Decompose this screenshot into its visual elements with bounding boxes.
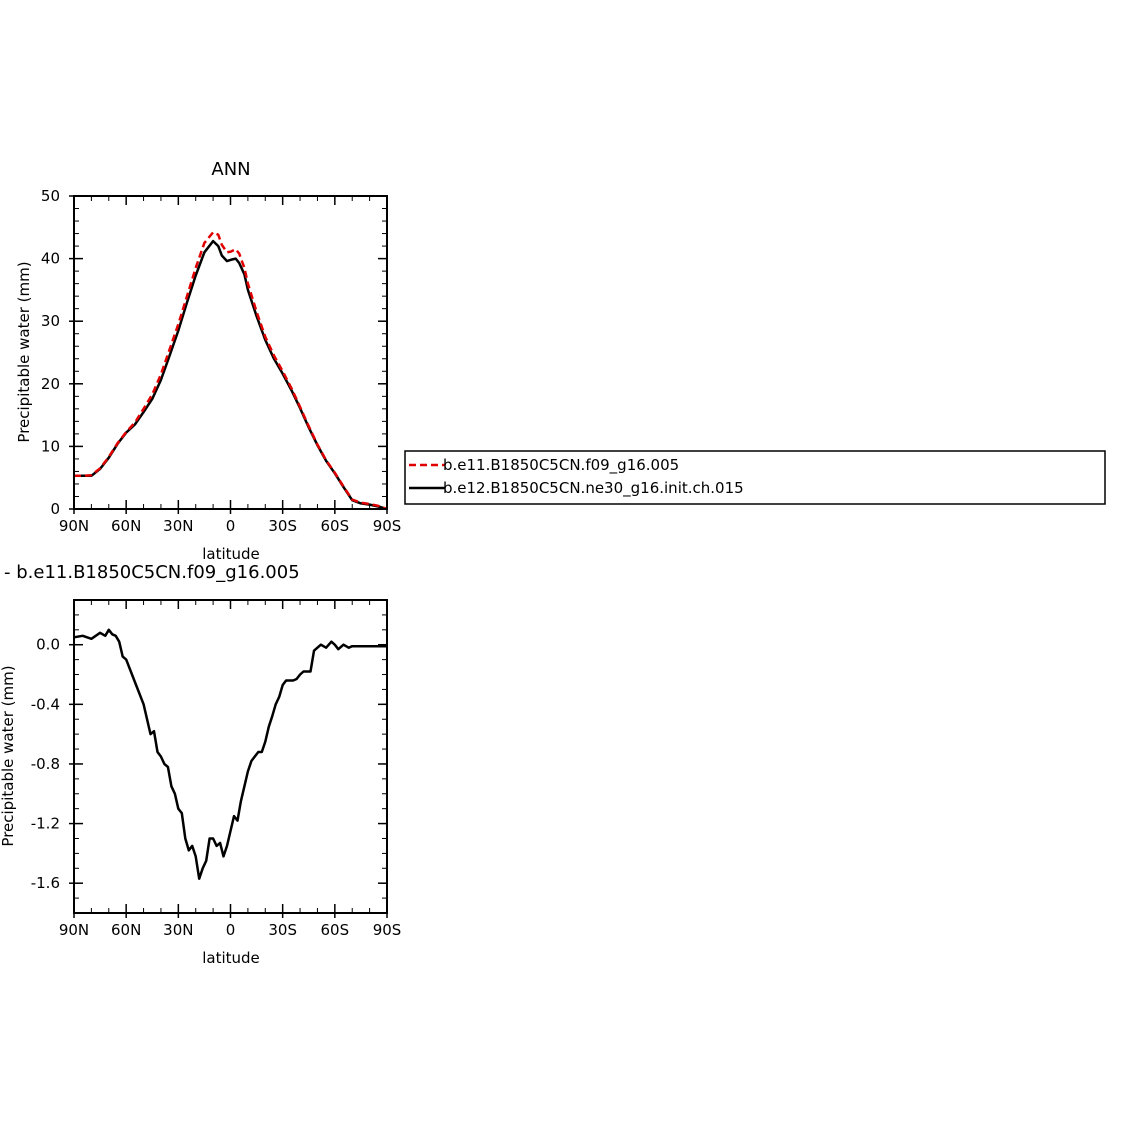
x-tick-label: 60S: [321, 921, 350, 939]
y-tick-label: 0.0: [36, 636, 60, 654]
plot-series: [74, 231, 388, 511]
x-tick-label: 90S: [373, 517, 402, 535]
precipitable-water-panel: ANN 90N 60N 30N 0 30S 60S 90S 0 10 20 30 40 50 latit…: [15, 159, 401, 563]
y-axis-label: Precipitable water (mm): [0, 665, 17, 846]
plot-series: [73, 628, 387, 880]
x-axis-label: latitude: [202, 949, 260, 967]
x-tick-label: 30N: [163, 517, 193, 535]
y-tick-label: -1.6: [31, 874, 60, 892]
x-tick-label: 0: [226, 921, 236, 939]
x-tick-label: 60S: [321, 517, 350, 535]
tick-labels: 90N 60N 30N 0 30S 60S 90S 0.0 -0.4 -0.8 -1.2 -1.6: [31, 636, 402, 939]
legend-entry-0: b.e11.B1850C5CN.f09_g16.005: [443, 456, 679, 475]
y-tick-label: 10: [41, 437, 60, 455]
x-tick-label: 90S: [373, 921, 402, 939]
difference-title: - b.e11.B1850C5CN.f09_g16.005: [4, 562, 300, 583]
x-tick-label: 60N: [111, 517, 141, 535]
x-tick-label: 60N: [111, 921, 141, 939]
x-tick-label: 0: [226, 517, 236, 535]
y-tick-label: 50: [41, 187, 60, 205]
y-tick-label: 0: [50, 500, 60, 518]
plot-frame: [73, 599, 388, 914]
y-axis-label: Precipitable water (mm): [15, 261, 33, 442]
x-axis-label: latitude: [202, 545, 260, 563]
y-tick-label: -0.8: [31, 755, 60, 773]
legend-box: [404, 450, 1106, 505]
plot-frame: [73, 195, 388, 510]
y-tick-label: 20: [41, 375, 60, 393]
chart-title: ANN: [211, 159, 250, 180]
x-tick-label: 30S: [268, 921, 297, 939]
tick-labels: 90N 60N 30N 0 30S 60S 90S 0 10 20 30 40 50: [41, 187, 401, 535]
difference-panel: - b.e11.B1850C5CN.f09_g16.005 90N 60N 30N 0…: [0, 562, 401, 967]
x-tick-label: 90N: [59, 517, 89, 535]
plot-ticks: [69, 599, 388, 918]
legend: b.e11.B1850C5CN.f09_g16.005 b.e12.B1850C…: [404, 450, 1106, 505]
y-tick-label: -0.4: [31, 695, 60, 713]
x-tick-label: 90N: [59, 921, 89, 939]
y-tick-label: -1.2: [31, 815, 60, 833]
series-line-0: [73, 628, 387, 880]
x-tick-label: 30S: [268, 517, 297, 535]
series-line-1: [74, 239, 388, 511]
legend-entry-1: b.e12.B1850C5CN.ne30_g16.init.ch.015: [443, 479, 744, 498]
y-tick-label: 30: [41, 312, 60, 330]
y-tick-label: 40: [41, 250, 60, 268]
x-tick-label: 30N: [163, 921, 193, 939]
series-line-0: [74, 231, 388, 511]
plot-ticks: [69, 195, 388, 514]
